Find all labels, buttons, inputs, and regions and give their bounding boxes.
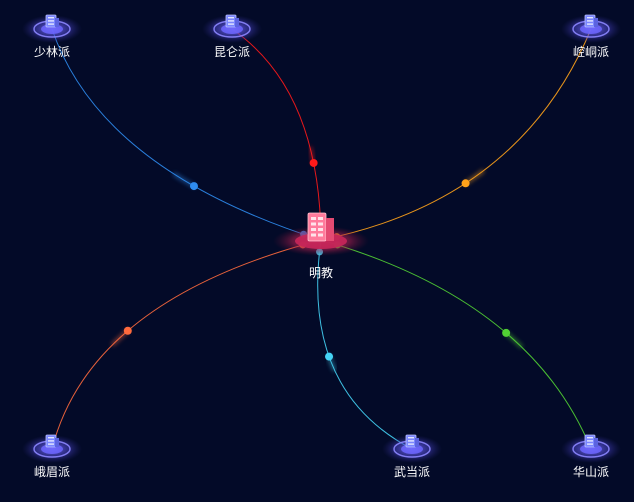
node-huashan[interactable] bbox=[561, 434, 621, 463]
node-label-huashan: 华山派 bbox=[572, 465, 609, 479]
edge-huashan bbox=[320, 239, 592, 450]
node-label-shaolin: 少林派 bbox=[33, 45, 70, 59]
edge-pulse-dot-kunlun bbox=[309, 158, 318, 167]
node-shaolin[interactable] bbox=[22, 14, 82, 43]
node-kunlun[interactable] bbox=[202, 14, 262, 43]
center-node[interactable] bbox=[273, 212, 369, 256]
edge-pulse-dot-shaolin bbox=[189, 182, 198, 191]
nodes-layer bbox=[22, 14, 621, 463]
building-icon bbox=[307, 212, 334, 242]
node-label-emei: 峨眉派 bbox=[33, 465, 70, 479]
building-icon bbox=[225, 14, 239, 28]
node-kongtong[interactable] bbox=[561, 14, 621, 43]
node-wudang[interactable] bbox=[382, 434, 442, 463]
edge-pulse-dot-wudang bbox=[325, 352, 334, 361]
building-icon bbox=[45, 434, 59, 448]
edge-kongtong bbox=[320, 28, 592, 241]
edge-shaolin bbox=[51, 28, 322, 241]
node-label-kongtong: 崆峒派 bbox=[572, 45, 609, 59]
building-icon bbox=[584, 434, 598, 448]
edge-pulse-dot-huashan bbox=[502, 328, 511, 337]
node-label-wudang: 武当派 bbox=[393, 465, 430, 479]
center-node-label: 明教 bbox=[308, 266, 333, 280]
building-icon bbox=[45, 14, 59, 28]
edge-pulse-dot-kongtong bbox=[461, 179, 470, 188]
edge-kunlun bbox=[231, 28, 325, 241]
node-label-kunlun: 昆仑派 bbox=[213, 45, 250, 59]
building-icon bbox=[405, 434, 419, 448]
edge-pulse-dot-emei bbox=[123, 326, 132, 335]
node-emei[interactable] bbox=[22, 434, 82, 463]
building-icon bbox=[584, 14, 598, 28]
